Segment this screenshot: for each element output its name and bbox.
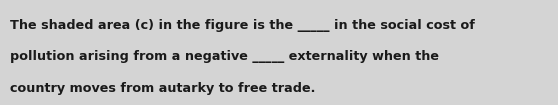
Text: The shaded area (c) in the figure is the _____ in the social cost of: The shaded area (c) in the figure is the… [10,19,475,32]
Text: pollution arising from a negative _____ externality when the: pollution arising from a negative _____ … [10,50,439,63]
Text: country moves from autarky to free trade.: country moves from autarky to free trade… [10,82,315,95]
